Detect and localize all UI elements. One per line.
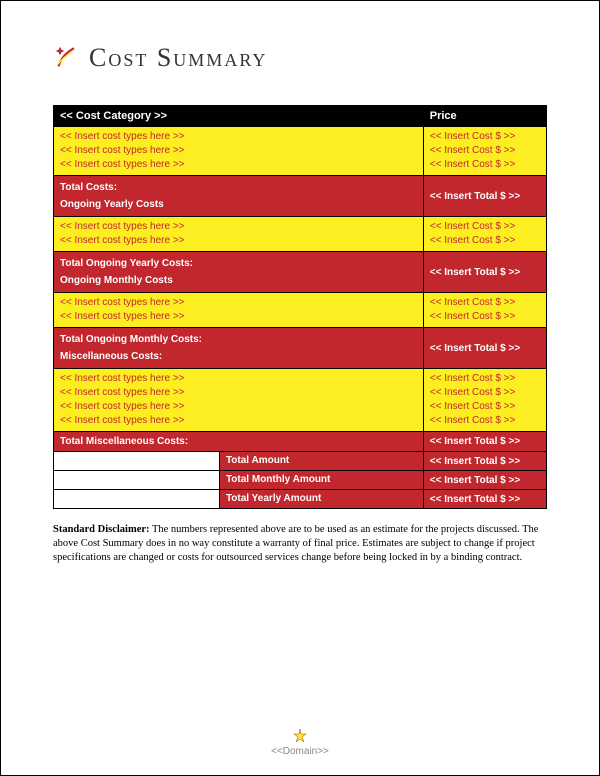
summary-row: Total Yearly Amount<< Insert Total $ >>	[54, 490, 547, 509]
summary-value: << Insert Total $ >>	[423, 471, 546, 490]
blank-cell	[54, 452, 220, 470]
summary-label: Total Yearly Amount	[220, 490, 423, 508]
section-total-row: Total Miscellaneous Costs: << Insert Tot…	[54, 432, 547, 452]
table-row: << Insert cost types here >> << Insert c…	[54, 217, 547, 252]
cost-types-cell: << Insert cost types here >> << Insert c…	[54, 293, 424, 328]
total-label-cell: Total Ongoing Monthly Costs: Miscellaneo…	[54, 328, 424, 369]
cost-table: << Cost Category >> Price << Insert cost…	[53, 105, 547, 509]
blank-cell	[54, 471, 220, 489]
footer-text: <<Domain>>	[271, 746, 329, 757]
total-value-cell: << Insert Total $ >>	[423, 176, 546, 217]
total-value-cell: << Insert Total $ >>	[423, 252, 546, 293]
cost-types-cell: << Insert cost types here >> << Insert c…	[54, 369, 424, 432]
table-row: << Insert cost types here >> << Insert c…	[54, 369, 547, 432]
table-header-row: << Cost Category >> Price	[54, 106, 547, 127]
total-label-cell: Total Costs: Ongoing Yearly Costs	[54, 176, 424, 217]
section-total-row: Total Costs: Ongoing Yearly Costs << Ins…	[54, 176, 547, 217]
disclaimer-label: Standard Disclaimer:	[53, 524, 150, 535]
cost-values-cell: << Insert Cost $ >> << Insert Cost $ >> …	[423, 369, 546, 432]
table-row: << Insert cost types here >> << Insert c…	[54, 127, 547, 176]
cost-types-cell: << Insert cost types here >> << Insert c…	[54, 217, 424, 252]
summary-value: << Insert Total $ >>	[423, 452, 546, 471]
cost-values-cell: << Insert Cost $ >> << Insert Cost $ >> …	[423, 127, 546, 176]
summary-row: Total Monthly Amount<< Insert Total $ >>	[54, 471, 547, 490]
section-total-row: Total Ongoing Monthly Costs: Miscellaneo…	[54, 328, 547, 369]
document-page: Cost Summary << Cost Category >> Price <…	[0, 0, 600, 776]
footer: <<Domain>>	[1, 728, 599, 757]
total-label-cell: Total Ongoing Yearly Costs: Ongoing Mont…	[54, 252, 424, 293]
summary-row: Total Amount<< Insert Total $ >>	[54, 452, 547, 471]
total-value-cell: << Insert Total $ >>	[423, 328, 546, 369]
page-title: Cost Summary	[89, 43, 267, 73]
header-category: << Cost Category >>	[54, 106, 424, 127]
summary-label: Total Amount	[220, 452, 423, 470]
total-value-cell: << Insert Total $ >>	[423, 432, 546, 452]
disclaimer: Standard Disclaimer: The numbers represe…	[53, 523, 547, 566]
blank-cell	[54, 490, 220, 508]
total-label-cell: Total Miscellaneous Costs:	[54, 432, 424, 452]
table-row: << Insert cost types here >> << Insert c…	[54, 293, 547, 328]
section-total-row: Total Ongoing Yearly Costs: Ongoing Mont…	[54, 252, 547, 293]
header: Cost Summary	[53, 43, 547, 73]
cost-values-cell: << Insert Cost $ >> << Insert Cost $ >>	[423, 293, 546, 328]
cost-values-cell: << Insert Cost $ >> << Insert Cost $ >>	[423, 217, 546, 252]
star-icon	[292, 728, 308, 744]
cost-types-cell: << Insert cost types here >> << Insert c…	[54, 127, 424, 176]
summary-label: Total Monthly Amount	[220, 471, 423, 489]
star-swoosh-icon	[53, 44, 81, 72]
summary-value: << Insert Total $ >>	[423, 490, 546, 509]
header-price: Price	[423, 106, 546, 127]
